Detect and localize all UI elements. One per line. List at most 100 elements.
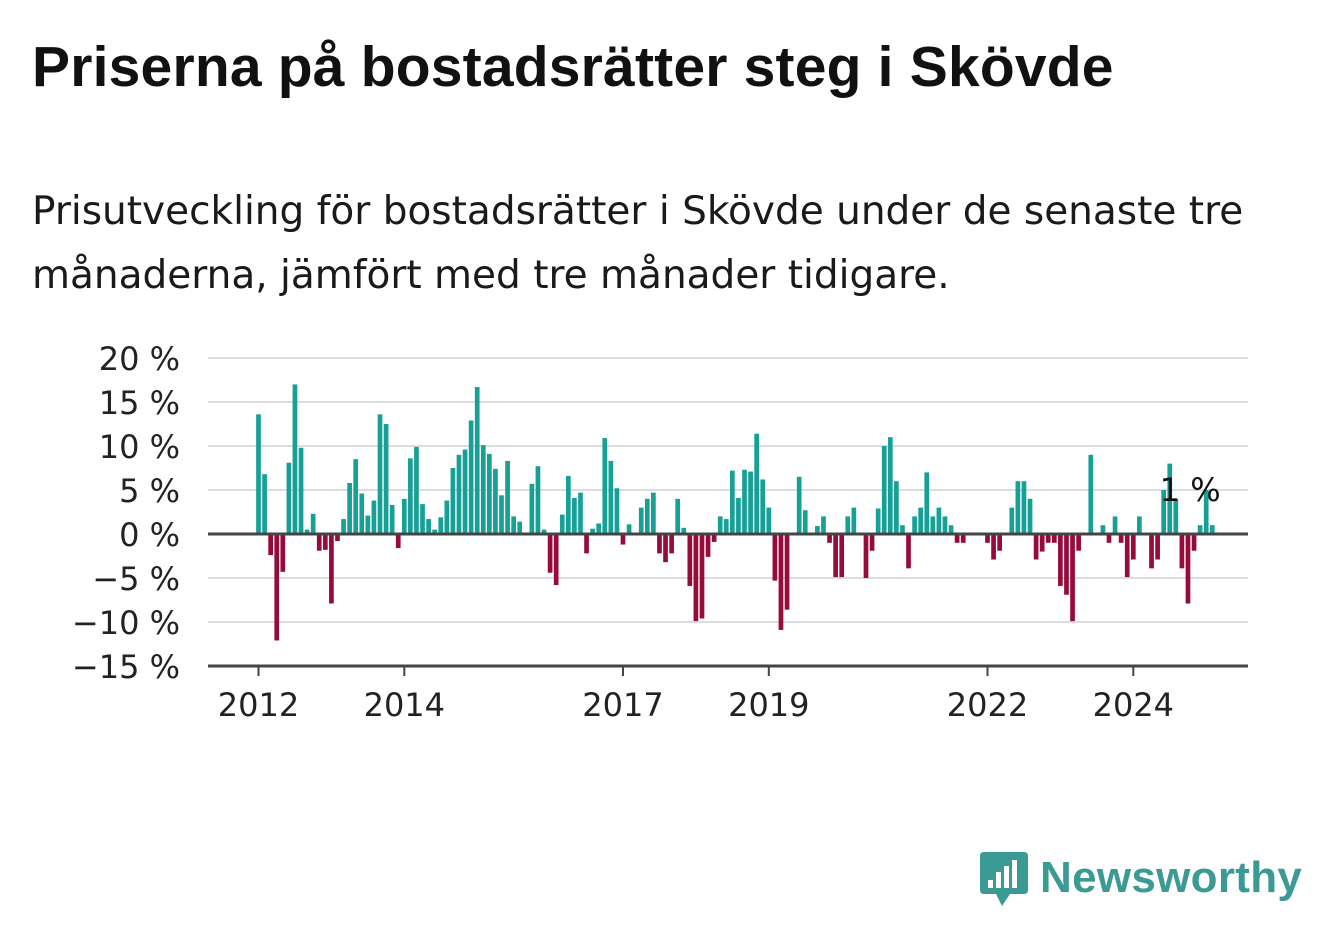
bar (930, 516, 936, 534)
bar (1112, 516, 1118, 534)
bar (1015, 481, 1021, 534)
bar (365, 515, 371, 534)
bar (565, 475, 571, 534)
bar (468, 420, 474, 534)
bar-chart: −15 % −10 % −5 % 0 % 5 % 10 % 15 % 20 % 2012 2014… (72, 340, 1248, 724)
bar (432, 529, 438, 534)
bar (875, 508, 881, 534)
bars (256, 384, 1215, 641)
bar (869, 534, 875, 551)
bar (711, 534, 717, 542)
bar (936, 507, 942, 534)
bar (462, 449, 468, 534)
bar (851, 507, 857, 534)
bar (1185, 534, 1191, 604)
bar (1088, 454, 1094, 534)
bar (839, 534, 845, 578)
bar (1161, 490, 1167, 534)
bar-chart-speech-bubble-icon (980, 852, 1028, 906)
bar (456, 454, 462, 534)
bar (1209, 525, 1215, 534)
bar (353, 459, 359, 534)
bar (541, 529, 547, 534)
last-value-label: 1 % (1160, 471, 1221, 509)
bar (881, 446, 887, 534)
bar (784, 534, 790, 610)
bar (1045, 534, 1051, 543)
bar (723, 519, 729, 534)
bar (420, 504, 425, 534)
bar (736, 497, 741, 534)
bar (626, 524, 632, 534)
bar (1033, 534, 1039, 560)
bar (450, 468, 456, 534)
bar (480, 445, 486, 534)
bar (1051, 534, 1057, 543)
bar (304, 529, 310, 534)
bar (887, 437, 893, 534)
bar (815, 526, 820, 534)
bar (699, 534, 705, 619)
bar (578, 492, 583, 534)
bar (651, 492, 656, 534)
bar (584, 534, 589, 554)
bar (918, 507, 924, 534)
bar (742, 469, 747, 534)
bar (1027, 498, 1033, 534)
x-tick-label: 2014 (364, 686, 445, 724)
bar (414, 446, 419, 534)
x-tick-label: 2012 (218, 686, 299, 724)
bar (529, 483, 535, 534)
bar (766, 507, 772, 534)
bar (274, 534, 280, 641)
axes (208, 532, 1248, 676)
bar (1009, 507, 1015, 534)
bar (602, 438, 608, 534)
bar (845, 516, 851, 534)
bar (754, 433, 759, 534)
bar (1191, 534, 1197, 551)
bar (286, 462, 292, 534)
bar (395, 534, 401, 549)
bar (401, 498, 407, 534)
chart-title: Priserna på bostadsrätter steg i Skövde (32, 35, 1114, 99)
bar (1118, 534, 1124, 543)
bar (608, 460, 614, 534)
bar (347, 482, 352, 534)
bar (426, 519, 431, 534)
bar (499, 495, 504, 534)
y-tick-label: 15 % (99, 384, 180, 422)
bar (912, 516, 917, 534)
bar (438, 517, 444, 534)
bar (663, 534, 668, 563)
x-tick-label: 2017 (582, 686, 663, 724)
bar (730, 470, 735, 534)
bar (559, 514, 565, 534)
bar (900, 525, 905, 534)
bar (748, 471, 753, 534)
bar (863, 534, 869, 578)
bar (997, 534, 1002, 551)
x-tick-label: 2022 (947, 686, 1028, 724)
bar (705, 534, 711, 557)
newsworthy-logo[interactable]: Newsworthy (980, 848, 1302, 908)
bar (906, 534, 911, 569)
y-tick-label: 5 % (119, 472, 180, 510)
bar (1203, 490, 1209, 534)
bar (1137, 516, 1142, 534)
bar (511, 516, 516, 534)
bar (316, 534, 322, 551)
bar (262, 474, 267, 534)
brand-name: Newsworthy (1040, 853, 1303, 902)
bar (292, 384, 298, 534)
bar (280, 534, 286, 572)
bar (572, 497, 577, 534)
y-tick-label: −15 % (72, 648, 180, 686)
bar (1149, 534, 1154, 569)
bar (1100, 525, 1106, 534)
bar (821, 516, 826, 534)
chart-subtitle: Prisutveckling för bostadsrätter i Skövd… (32, 189, 1244, 298)
bar (717, 516, 723, 534)
bar (644, 498, 650, 534)
bar (772, 534, 778, 581)
